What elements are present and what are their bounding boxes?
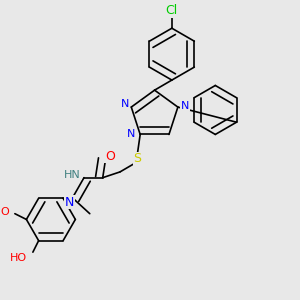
Text: O: O	[0, 207, 9, 217]
Text: N: N	[121, 99, 130, 109]
Text: N: N	[128, 130, 136, 140]
Text: HO: HO	[10, 253, 27, 263]
Text: HN: HN	[64, 170, 81, 180]
Text: Cl: Cl	[166, 4, 178, 17]
Text: O: O	[105, 150, 115, 163]
Text: N: N	[181, 100, 189, 111]
Text: S: S	[133, 152, 141, 165]
Text: N: N	[65, 196, 74, 209]
